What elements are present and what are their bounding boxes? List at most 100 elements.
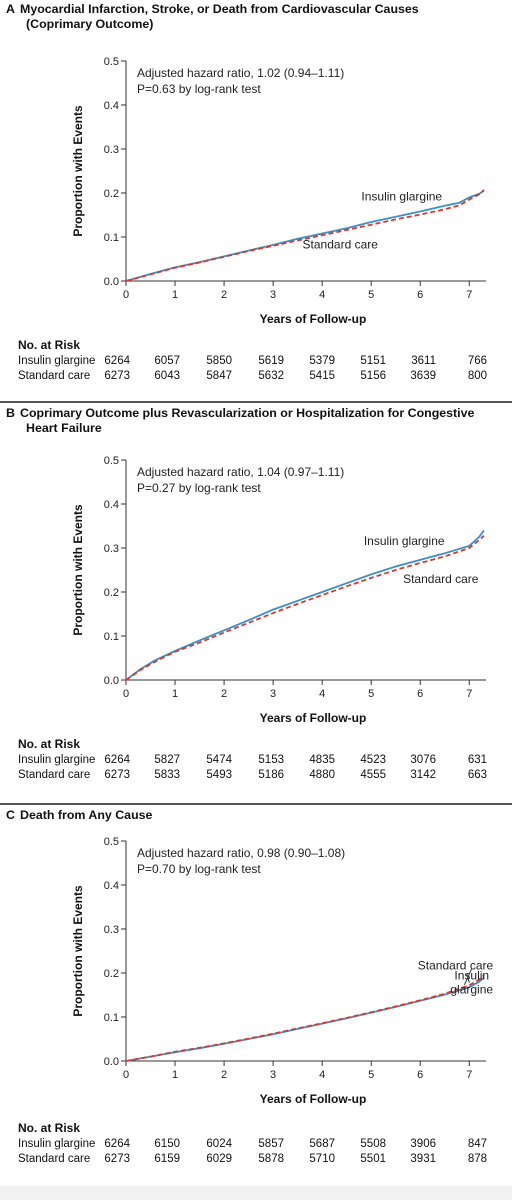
x-tick-label: 4 [319,289,325,301]
y-axis-label: Proportion with Events [71,105,85,237]
y-tick-label: 0.3 [104,543,119,555]
x-tick-label: 2 [221,1069,227,1081]
y-tick-label: 0.4 [104,499,119,511]
km-chart-b: 0.0 0.1 0.2 0.3 0.4 0.5 0 1 2 3 4 5 6 7 Years of Follo… [71,455,486,725]
y-axis-label: Proportion with Events [71,504,85,636]
risk-cell: 6159 [154,1153,180,1165]
y-tick-label: 0.1 [104,631,119,643]
y-tick-label: 0.0 [104,276,119,288]
risk-table-heading: No. at Risk [18,1121,81,1135]
risk-row-label: Insulin glargine [18,1138,96,1150]
risk-cell: 6264 [104,355,130,367]
x-axis-label: Years of Follow-up [260,312,367,326]
x-tick-label: 6 [417,1069,423,1081]
risk-row-label: Standard care [18,370,91,382]
panel-b: B Coprimary Outcome plus Revascularizatio… [0,404,512,804]
risk-table-row: Insulin glargine 6264 6057 5850 5619 5379 5151… [0,355,512,370]
risk-cell: 5850 [206,355,232,367]
risk-cell: 6024 [206,1138,232,1150]
risk-cell: 6150 [154,1138,180,1150]
risk-table-row: Standard care 6273 6159 6029 5878 5710 5501 393… [0,1153,512,1168]
panel-title-line1: Myocardial Infarction, Stroke, or Death … [20,2,419,16]
x-tick-label: 4 [319,688,325,700]
risk-cell: 5415 [309,370,335,382]
p-value-annotation: P=0.70 by log-rank test [137,862,261,876]
km-chart-a: 0.0 0.1 0.2 0.3 0.4 0.5 0 1 2 3 4 5 6 7 Years of Follo… [71,56,486,326]
panel-title: A Myocardial Infarction, Stroke, or Death… [6,2,419,32]
risk-cell: 3142 [410,769,436,781]
x-tick-label: 5 [368,688,374,700]
x-tick-label: 1 [172,688,178,700]
risk-cell: 3639 [410,370,436,382]
risk-cell: 4555 [360,769,386,781]
risk-cell: 6057 [154,355,180,367]
risk-table-row: Standard care 6273 5833 5493 5186 4880 4555 314… [0,769,512,784]
risk-cell: 663 [467,769,487,781]
x-tick-label: 6 [417,289,423,301]
hazard-ratio-annotation: Adjusted hazard ratio, 1.04 (0.97–1.11) [137,465,344,479]
page-footer-strip [0,1186,512,1200]
x-tick-label: 2 [221,289,227,301]
x-tick-label: 4 [319,1069,325,1081]
curve-label: Insulin glargine [364,534,445,548]
risk-row-label: Standard care [18,769,91,781]
label-leader-line [463,968,473,986]
y-tick-label: 0.5 [104,56,119,68]
x-tick-label: 0 [123,289,129,301]
risk-cell: 4880 [309,769,335,781]
y-tick-label: 0.5 [104,455,119,467]
risk-table-heading: No. at Risk [18,737,81,751]
risk-cell: 5493 [206,769,232,781]
risk-cell: 5878 [258,1153,284,1165]
standard-care-curve [125,535,485,681]
curve-label: Standard care [418,958,494,972]
x-tick-label: 5 [368,289,374,301]
risk-cell: 5508 [360,1138,386,1150]
risk-cell: 5833 [154,769,180,781]
label-leader-line [466,973,470,983]
risk-cell: 878 [467,1153,487,1165]
curve-label: Standard care [303,237,379,251]
y-tick-label: 0.4 [104,880,119,892]
km-chart-c: 0.0 0.1 0.2 0.3 0.4 0.5 0 1 2 3 4 5 6 7 Years of Follo… [71,836,494,1106]
x-tick-label: 0 [123,688,129,700]
y-tick-label: 0.1 [104,1012,119,1024]
risk-cell: 3076 [410,754,436,766]
risk-cell: 5151 [360,355,386,367]
standard-care-curve [125,974,485,1062]
risk-cell: 800 [467,370,487,382]
risk-cell: 847 [467,1138,487,1150]
hazard-ratio-annotation: Adjusted hazard ratio, 0.98 (0.90–1.08) [137,846,345,860]
risk-cell: 5847 [206,370,232,382]
x-tick-label: 7 [466,688,472,700]
risk-cell: 5687 [309,1138,335,1150]
p-value-annotation: P=0.27 by log-rank test [137,481,261,495]
x-tick-label: 7 [466,1069,472,1081]
panel-separator [0,803,512,805]
y-tick-label: 0.3 [104,144,119,156]
panel-title-line2: Heart Failure [26,421,102,435]
insulin-glargine-curve [125,529,485,681]
risk-cell: 6273 [104,769,130,781]
x-tick-label: 5 [368,1069,374,1081]
panel-title: B Coprimary Outcome plus Revascularizatio… [6,406,474,436]
risk-cell: 631 [467,754,487,766]
risk-cell: 4523 [360,754,386,766]
risk-cell: 5632 [258,370,284,382]
standard-care-curve [125,189,485,282]
risk-cell: 6273 [104,1153,130,1165]
risk-cell: 3906 [410,1138,436,1150]
risk-row-label: Standard care [18,1153,91,1165]
risk-table-row: Insulin glargine 6264 5827 5474 5153 4835 4523… [0,754,512,769]
y-tick-label: 0.2 [104,587,119,599]
y-tick-label: 0.5 [104,836,119,848]
panel-title-line1: Death from Any Cause [20,808,153,822]
risk-cell: 3611 [411,355,436,367]
risk-cell: 6043 [154,370,180,382]
insulin-glargine-curve [125,976,485,1062]
risk-cell: 6264 [104,754,130,766]
curve-label: Insulin glargine [361,189,442,203]
insulin-glargine-curve [125,190,485,282]
x-axis-label: Years of Follow-up [260,711,367,725]
y-axis-label: Proportion with Events [71,885,85,1017]
